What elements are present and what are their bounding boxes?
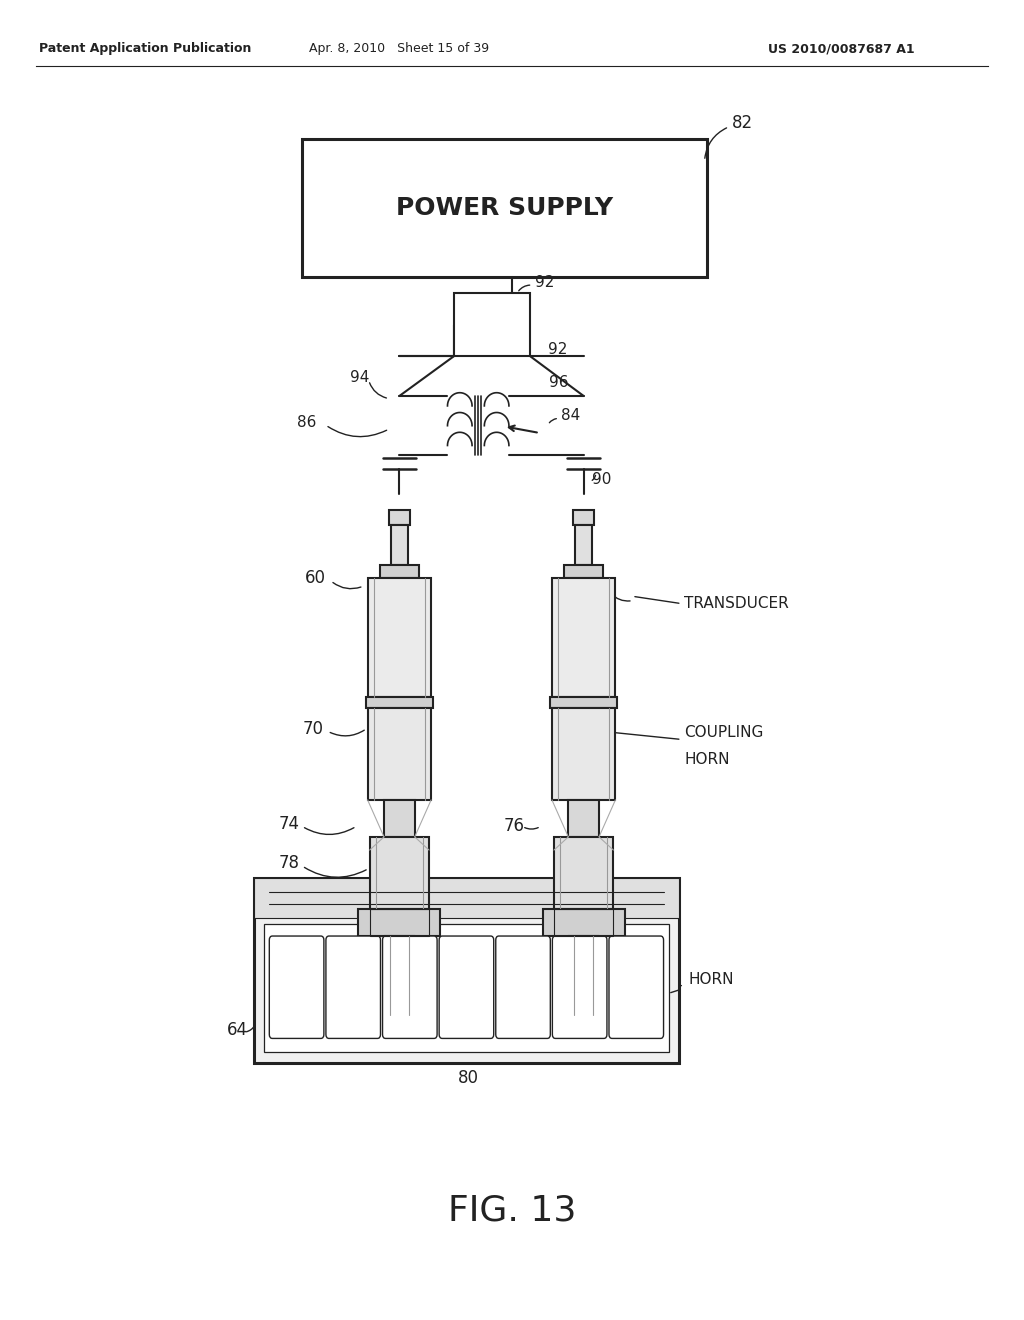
Text: 74: 74 [279, 814, 300, 833]
Text: POWER SUPPLY: POWER SUPPLY [395, 195, 613, 220]
Bar [569, 936, 598, 1015]
Bar [554, 909, 613, 936]
Text: 78: 78 [279, 854, 300, 873]
Text: 92: 92 [548, 342, 567, 358]
Bar [564, 565, 603, 578]
Bar [389, 510, 410, 525]
Text: 86: 86 [297, 414, 316, 430]
Bar [254, 878, 679, 919]
Bar [554, 837, 613, 909]
Bar [552, 578, 615, 697]
Text: 82: 82 [732, 114, 754, 132]
Text: 84: 84 [561, 408, 581, 424]
FancyBboxPatch shape [383, 936, 437, 1039]
Text: COUPLING: COUPLING [684, 725, 764, 741]
Text: TRANSDUCER: TRANSDUCER [684, 595, 788, 611]
Bar [543, 909, 625, 936]
Bar [366, 697, 433, 708]
Bar [370, 837, 429, 909]
Text: 64: 64 [227, 1020, 249, 1039]
FancyBboxPatch shape [326, 936, 381, 1039]
FancyBboxPatch shape [269, 936, 324, 1039]
Bar [385, 936, 414, 1015]
Bar [454, 293, 530, 356]
Bar [552, 708, 615, 800]
Text: 94: 94 [350, 370, 370, 385]
Text: Apr. 8, 2010   Sheet 15 of 39: Apr. 8, 2010 Sheet 15 of 39 [309, 42, 489, 55]
Text: US 2010/0087687 A1: US 2010/0087687 A1 [768, 42, 914, 55]
Text: 96: 96 [549, 375, 568, 391]
Text: 62: 62 [590, 579, 611, 598]
Bar [368, 578, 431, 697]
Bar [358, 909, 440, 936]
Text: HORN: HORN [684, 751, 729, 767]
Bar [370, 909, 429, 936]
Text: 80: 80 [458, 1069, 478, 1088]
Bar [550, 697, 617, 708]
FancyBboxPatch shape [609, 936, 664, 1039]
FancyBboxPatch shape [552, 936, 607, 1039]
Text: 70: 70 [303, 719, 325, 738]
Bar [391, 525, 408, 565]
Text: HORN: HORN [688, 972, 733, 987]
Text: 60: 60 [305, 569, 327, 587]
Bar [302, 139, 707, 277]
FancyBboxPatch shape [496, 936, 550, 1039]
Text: 92: 92 [535, 275, 554, 290]
Bar [573, 510, 594, 525]
Text: 90: 90 [592, 471, 611, 487]
Text: 76: 76 [504, 817, 525, 836]
Text: FIG. 13: FIG. 13 [447, 1193, 577, 1228]
Text: 72: 72 [558, 719, 580, 738]
FancyBboxPatch shape [439, 936, 494, 1039]
Bar [384, 800, 415, 837]
Bar [380, 565, 419, 578]
Bar [264, 924, 669, 1052]
Bar [568, 800, 599, 837]
Text: Patent Application Publication: Patent Application Publication [39, 42, 251, 55]
Bar [254, 878, 679, 1063]
Bar [575, 525, 592, 565]
Bar [368, 708, 431, 800]
